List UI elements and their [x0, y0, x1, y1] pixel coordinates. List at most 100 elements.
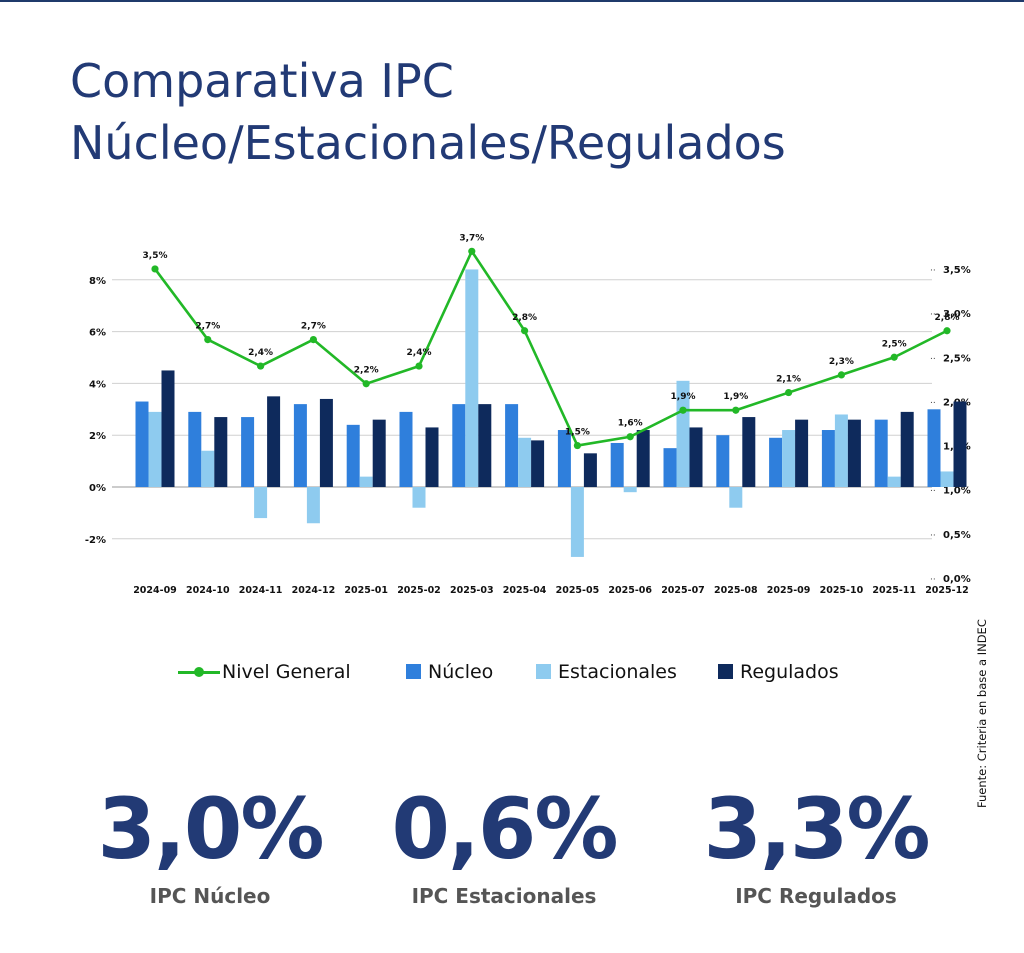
stat-label: IPC Regulados: [735, 884, 897, 908]
right-tick-dots: ··: [930, 398, 936, 408]
right-tick-label: 0,0%: [943, 574, 971, 585]
bar-estacionales: [254, 487, 268, 519]
bar-estacionales: [729, 487, 743, 508]
legend-item-regulados: Regulados: [718, 660, 878, 684]
point-nivel-general: [151, 265, 159, 273]
left-tick-label: 4%: [89, 379, 106, 390]
legend-label: Núcleo: [428, 661, 494, 683]
ipc-chart: -2%0%2%4%6%8%··0,0%··0,5%··1,0%··1,5%··2…: [85, 233, 971, 596]
bar-regulados: [583, 453, 597, 487]
data-label-nivel-general: 2,7%: [195, 322, 220, 332]
bar-regulados: [847, 419, 861, 487]
x-tick-label: 2025-02: [397, 585, 441, 596]
bar-nucleo: [241, 417, 255, 487]
x-tick-label: 2024-11: [239, 585, 283, 596]
bar-nucleo: [505, 404, 519, 487]
point-nivel-general: [521, 327, 529, 335]
bar-regulados: [900, 411, 914, 487]
right-tick-label: 0,5%: [943, 530, 971, 541]
bar-estacionales: [570, 487, 584, 557]
dot-marker-icon: [194, 667, 204, 677]
bar-regulados: [267, 396, 281, 487]
x-tick-label: 2024-10: [186, 585, 230, 596]
bar-estacionales: [201, 450, 215, 487]
x-tick-label: 2025-08: [714, 585, 758, 596]
data-label-nivel-general: 2,3%: [829, 357, 854, 367]
data-label-nivel-general: 1,5%: [565, 428, 590, 438]
left-tick-label: -2%: [85, 535, 106, 546]
right-tick-dots: ··: [930, 310, 936, 320]
data-label-nivel-general: 1,6%: [618, 419, 643, 429]
page-title-line1: Comparativa IPC: [70, 54, 454, 108]
bar-estacionales: [623, 487, 637, 493]
x-tick-label: 2025-07: [661, 585, 705, 596]
x-tick-label: 2025-06: [608, 585, 652, 596]
bar-nucleo: [452, 404, 466, 487]
legend-item-estacionales: Estacionales: [536, 660, 716, 684]
bar-estacionales: [306, 487, 320, 524]
data-label-nivel-general: 1,9%: [671, 392, 696, 402]
bar-estacionales: [782, 430, 796, 487]
bar-estacionales: [518, 437, 532, 487]
point-nivel-general: [679, 406, 687, 414]
bar-nucleo: [557, 430, 571, 487]
point-nivel-general: [943, 327, 951, 335]
bar-regulados: [161, 370, 175, 487]
bar-nucleo: [399, 411, 413, 487]
bar-nucleo: [135, 401, 149, 487]
square-icon: [718, 664, 733, 679]
top-rule: [0, 0, 1024, 2]
stat-label: IPC Núcleo: [149, 884, 271, 908]
left-tick-label: 0%: [89, 483, 106, 494]
square-icon: [536, 664, 551, 679]
bar-regulados: [953, 401, 967, 487]
data-label-nivel-general: 2,2%: [354, 366, 379, 376]
bar-estacionales: [412, 487, 426, 508]
bar-estacionales: [148, 411, 162, 487]
square-icon: [406, 664, 421, 679]
bar-nucleo: [769, 437, 783, 487]
x-tick-label: 2025-11: [872, 585, 916, 596]
line-nivel-general: [153, 249, 948, 447]
bar-regulados: [372, 419, 386, 487]
bar-regulados: [478, 404, 492, 487]
data-label-nivel-general: 2,7%: [301, 322, 326, 332]
bar-estacionales: [359, 476, 373, 487]
x-tick-label: 2025-12: [925, 585, 969, 596]
bar-regulados: [319, 398, 333, 487]
bar-nucleo: [927, 409, 941, 487]
x-tick-label: 2025-09: [767, 585, 811, 596]
data-label-nivel-general: 2,8%: [935, 313, 960, 323]
data-label-nivel-general: 2,5%: [882, 339, 907, 349]
data-label-nivel-general: 2,8%: [512, 313, 537, 323]
point-nivel-general: [732, 406, 740, 414]
bar-regulados: [742, 417, 756, 487]
right-tick-dots: ··: [930, 266, 936, 276]
data-label-nivel-general: 3,5%: [143, 251, 168, 261]
legend-label: Regulados: [740, 661, 839, 683]
source-note: Fuente: Criteria en base a INDEC: [975, 619, 989, 808]
point-nivel-general: [257, 362, 265, 370]
bar-nucleo: [874, 419, 888, 487]
page-title: Comparativa IPC Núcleo/Estacionales/Regu…: [70, 50, 786, 174]
right-tick-dots: ··: [930, 575, 936, 585]
right-tick-dots: ··: [930, 354, 936, 364]
x-tick-label: 2025-01: [344, 585, 388, 596]
bar-estacionales: [465, 269, 479, 487]
data-label-nivel-general: 1,9%: [723, 392, 748, 402]
stat-nucleo: 3,0% IPC Núcleo: [60, 775, 360, 909]
right-tick-label: 1,0%: [943, 486, 971, 497]
legend-label: Estacionales: [558, 661, 677, 683]
bar-estacionales: [940, 471, 954, 487]
x-tick-label: 2025-03: [450, 585, 494, 596]
chart-legend: Nivel General Núcleo Estacionales Regula…: [0, 654, 1024, 690]
bar-regulados: [214, 417, 228, 487]
point-nivel-general: [309, 335, 317, 344]
point-nivel-general: [468, 247, 476, 255]
point-nivel-general: [573, 441, 582, 450]
bar-regulados: [795, 419, 809, 487]
stat-value: 3,0%: [97, 780, 325, 878]
bar-regulados: [531, 440, 545, 487]
right-tick-label: 3,5%: [943, 265, 971, 276]
point-nivel-general: [204, 335, 212, 344]
